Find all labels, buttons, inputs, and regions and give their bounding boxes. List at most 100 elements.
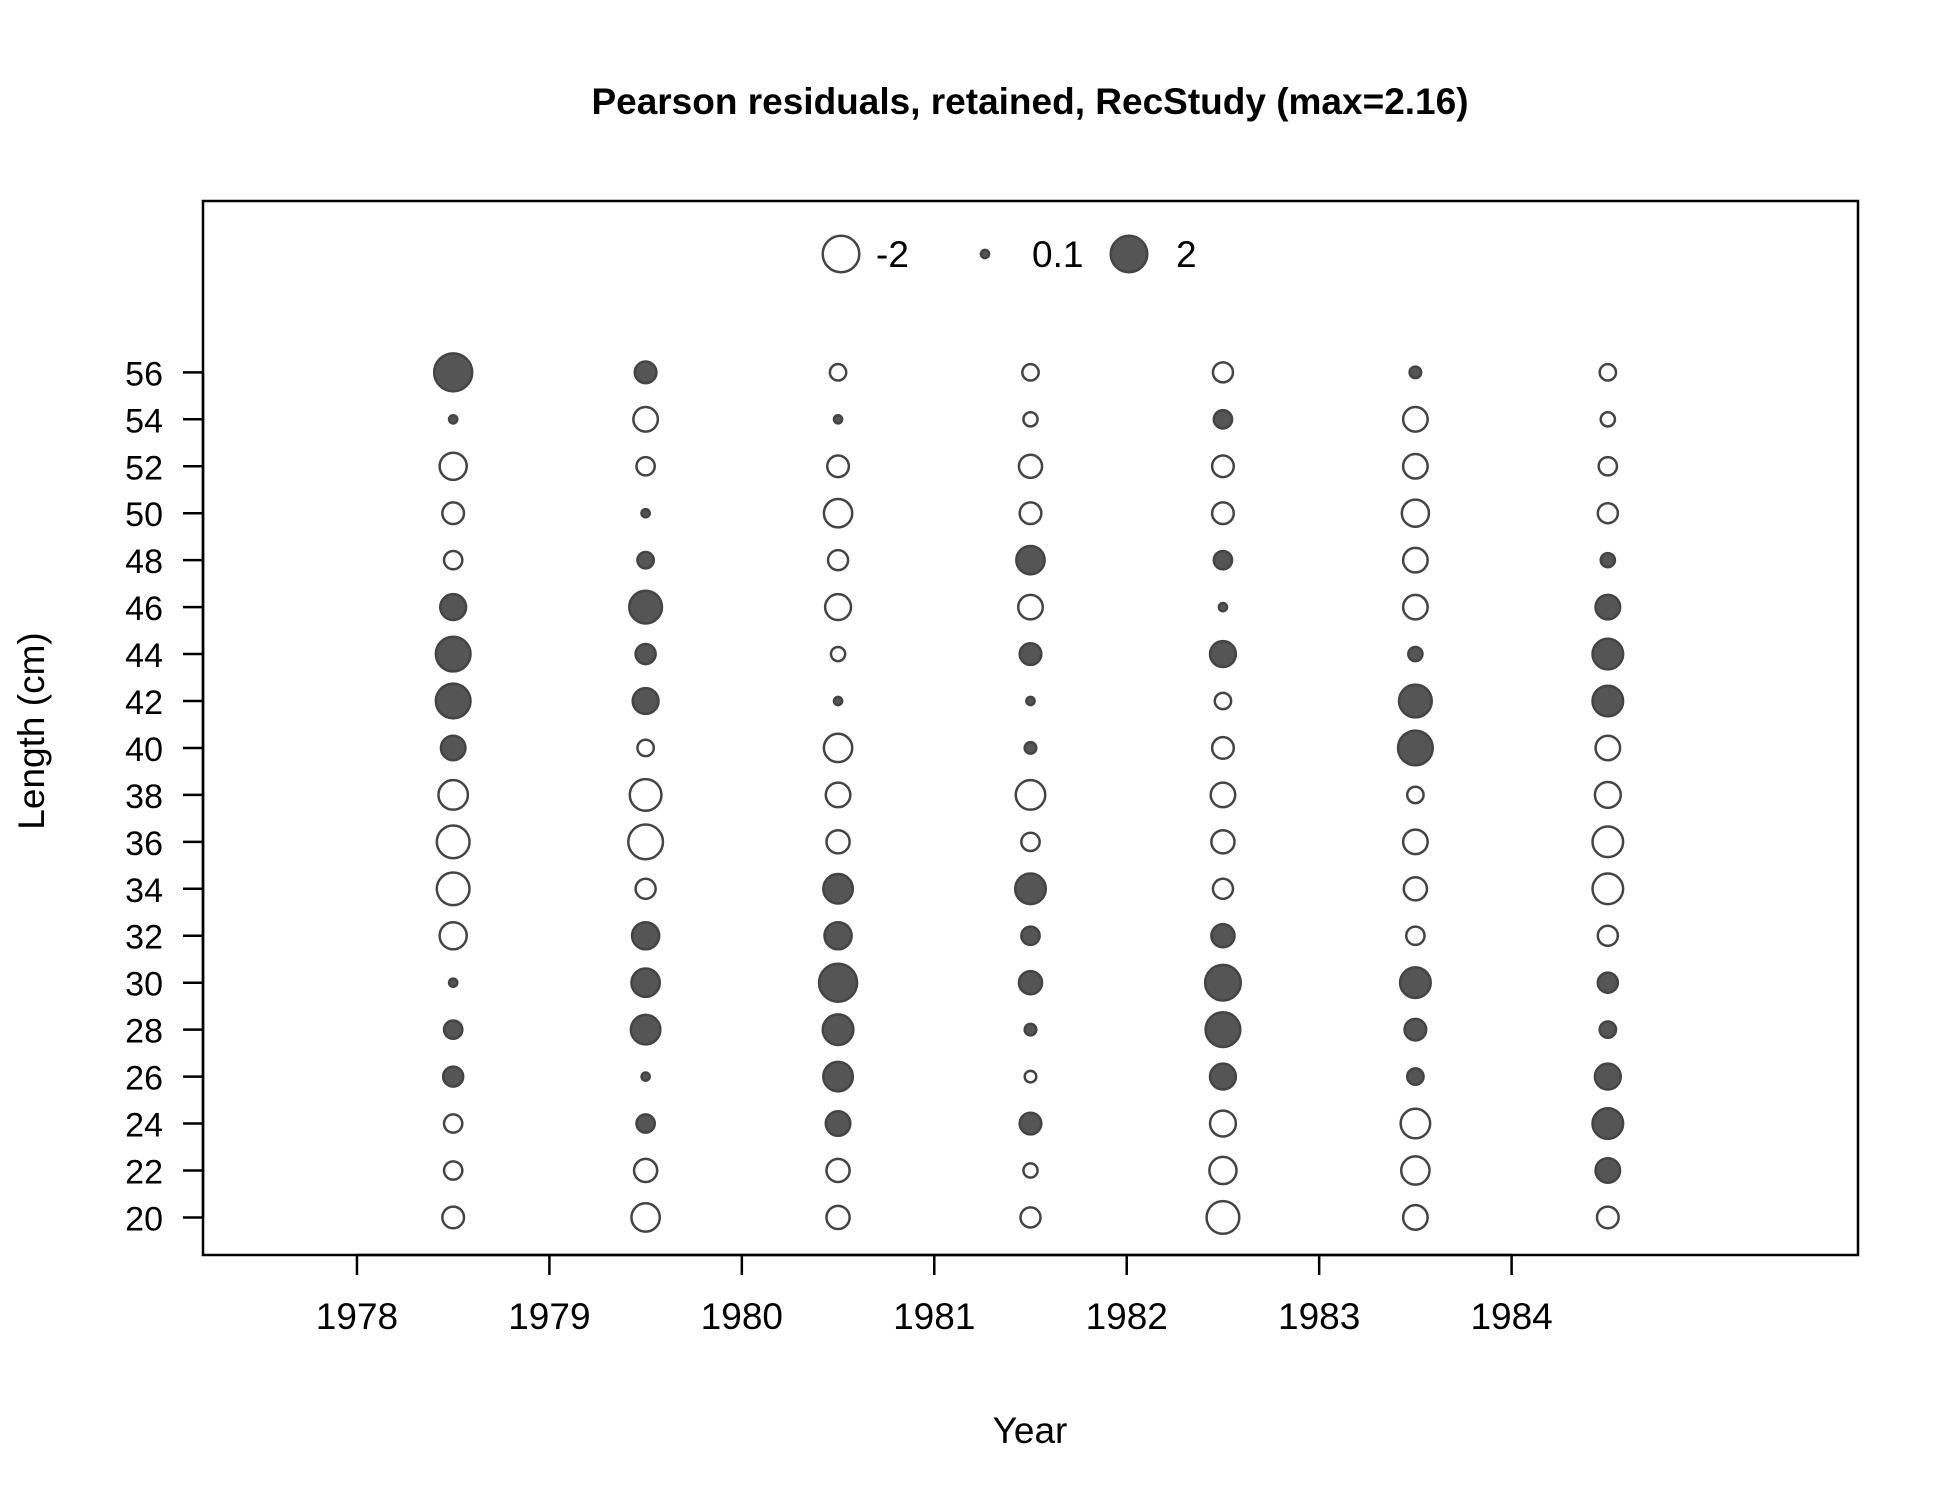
negative-residual-bubble <box>636 738 656 758</box>
y-tick-label: 20 <box>125 1200 163 1238</box>
positive-residual-bubble <box>1591 637 1625 671</box>
legend-marker <box>821 234 861 274</box>
positive-residual-bubble <box>1217 601 1229 613</box>
negative-residual-bubble <box>1593 780 1623 810</box>
negative-residual-bubble <box>1596 501 1620 525</box>
negative-residual-bubble <box>628 777 663 812</box>
negative-residual-bubble <box>1210 501 1236 526</box>
negative-residual-bubble <box>1401 593 1429 621</box>
legend: -2 0.1 2 <box>821 234 1197 275</box>
negative-residual-bubble <box>1399 1107 1432 1140</box>
negative-residual-bubble <box>1594 734 1622 762</box>
positive-residual-bubble <box>1591 684 1625 718</box>
negative-residual-bubble <box>627 823 665 861</box>
negative-residual-bubble <box>1022 1162 1039 1179</box>
positive-residual-bubble <box>442 1019 464 1041</box>
y-tick-label: 26 <box>125 1060 163 1098</box>
y-tick-label: 22 <box>125 1153 163 1191</box>
positive-residual-bubble <box>832 695 844 707</box>
positive-residual-bubble <box>1020 925 1041 947</box>
positive-residual-bubble <box>823 920 853 951</box>
positive-residual-bubble <box>628 589 664 625</box>
positive-residual-bubble <box>630 967 662 999</box>
negative-residual-bubble <box>1598 362 1618 382</box>
positive-residual-bubble <box>824 1110 852 1138</box>
y-axis: 20 22 24 26 28 30 32 34 36 38 40 42 44 46 48 50 52 54 56 <box>125 355 205 1238</box>
negative-residual-bubble <box>435 871 471 907</box>
positive-residual-bubble <box>1596 971 1620 994</box>
positive-residual-bubble <box>1594 593 1622 621</box>
negative-residual-bubble <box>1213 691 1233 711</box>
y-tick-label: 40 <box>125 731 163 769</box>
positive-residual-bubble <box>1015 544 1046 576</box>
legend-marker <box>1109 234 1149 274</box>
negative-residual-bubble <box>437 778 470 811</box>
positive-residual-bubble <box>1593 1062 1623 1091</box>
positive-residual-bubble <box>640 507 651 519</box>
positive-residual-bubble <box>1398 966 1432 1000</box>
negative-residual-bubble <box>1016 593 1045 621</box>
legend-label: 2 <box>1176 234 1197 275</box>
positive-residual-bubble <box>434 682 472 720</box>
negative-residual-bubble <box>1209 781 1237 809</box>
negative-residual-bubble <box>441 1205 466 1230</box>
legend-label: 0.1 <box>1032 234 1083 275</box>
x-tick-label: 1983 <box>1278 1296 1360 1337</box>
negative-residual-bubble <box>441 501 466 526</box>
x-tick-label: 1982 <box>1086 1296 1168 1337</box>
y-tick-label: 42 <box>125 684 163 722</box>
positive-residual-bubble <box>1405 1067 1425 1087</box>
negative-residual-bubble <box>1401 546 1429 574</box>
negative-residual-bubble <box>630 1202 662 1233</box>
positive-residual-bubble <box>1023 740 1038 755</box>
legend-label: -2 <box>876 234 909 275</box>
negative-residual-bubble <box>1404 925 1426 947</box>
positive-residual-bubble <box>817 962 859 1003</box>
positive-residual-bubble <box>1407 645 1424 663</box>
x-axis: 1978 1979 1980 1981 1982 1983 1984 <box>316 1253 1553 1337</box>
positive-residual-bubble <box>1018 641 1043 667</box>
positive-residual-bubble <box>1210 922 1236 949</box>
positive-residual-bubble <box>635 1113 657 1134</box>
y-tick-label: 30 <box>125 966 163 1004</box>
y-tick-label: 32 <box>125 919 163 957</box>
x-tick-label: 1984 <box>1470 1296 1552 1337</box>
negative-residual-bubble <box>1401 405 1429 433</box>
y-tick-label: 56 <box>125 355 163 393</box>
negative-residual-bubble <box>829 645 847 663</box>
positive-residual-bubble <box>636 550 656 570</box>
positive-residual-bubble <box>441 1065 465 1088</box>
negative-residual-bubble <box>825 1157 851 1184</box>
negative-residual-bubble <box>438 920 468 951</box>
negative-residual-bubble <box>1595 1205 1620 1230</box>
negative-residual-bubble <box>1591 825 1625 859</box>
negative-residual-bubble <box>822 732 854 764</box>
negative-residual-bubble <box>1208 1109 1238 1138</box>
negative-residual-bubble <box>1023 1069 1038 1084</box>
negative-residual-bubble <box>1599 410 1617 428</box>
y-tick-label: 44 <box>125 637 163 675</box>
negative-residual-bubble <box>1401 452 1429 480</box>
negative-residual-bubble <box>1014 778 1047 811</box>
positive-residual-bubble <box>633 360 658 385</box>
y-tick-label: 28 <box>125 1013 163 1051</box>
positive-residual-bubble <box>832 413 844 425</box>
positive-residual-bubble <box>1212 408 1234 430</box>
positive-residual-bubble <box>1212 549 1234 571</box>
negative-residual-bubble <box>1022 410 1039 428</box>
y-tick-label: 46 <box>125 590 163 628</box>
negative-residual-bubble <box>1210 735 1236 761</box>
positive-residual-bubble <box>432 352 474 393</box>
negative-residual-bubble <box>438 451 468 482</box>
positive-residual-bubble <box>1599 551 1617 569</box>
positive-residual-bubble <box>438 592 468 622</box>
positive-residual-bubble <box>1403 1017 1428 1042</box>
negative-residual-bubble <box>822 497 854 529</box>
positive-residual-bubble <box>1396 729 1434 767</box>
negative-residual-bubble <box>825 454 851 479</box>
negative-residual-bubble <box>825 1204 851 1231</box>
positive-residual-bubble <box>630 920 661 951</box>
negative-residual-bubble <box>442 1160 464 1181</box>
y-tick-label: 36 <box>125 825 163 863</box>
x-axis-label: Year <box>993 1410 1068 1451</box>
